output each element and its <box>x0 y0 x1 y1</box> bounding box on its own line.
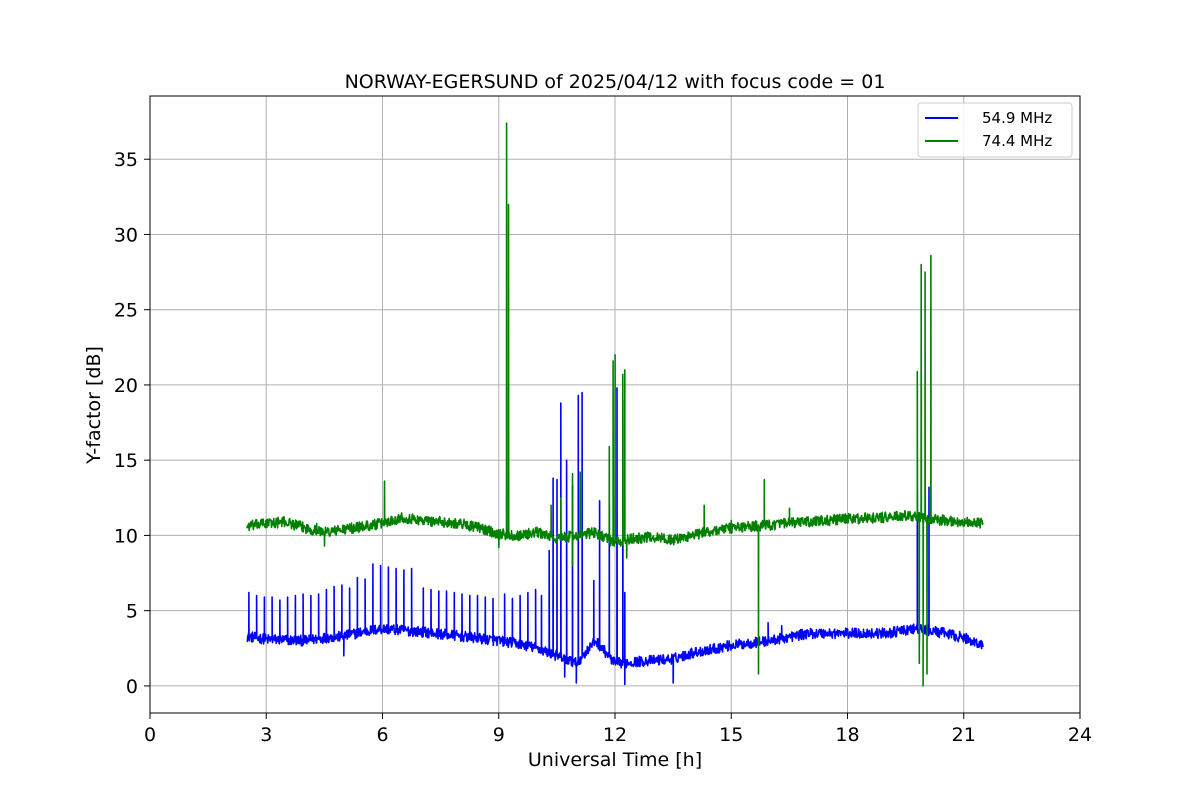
legend: 54.9 MHz 74.4 MHz <box>917 102 1073 158</box>
x-tick-label: 0 <box>144 724 156 746</box>
legend-box <box>917 102 1073 158</box>
y-tick-label: 30 <box>114 224 138 246</box>
x-tick-label: 18 <box>835 724 859 746</box>
x-tick-label: 12 <box>603 724 627 746</box>
x-axis-label: Universal Time [h] <box>528 749 702 771</box>
y-tick-label: 15 <box>114 450 138 472</box>
series-line-74-4-mhz <box>246 122 984 687</box>
x-tick-label: 6 <box>376 724 388 746</box>
x-tick-label: 3 <box>260 724 272 746</box>
x-tick-label: 9 <box>493 724 505 746</box>
legend-label-74-4: 74.4 MHz <box>982 132 1052 150</box>
series-line-54-9-mhz <box>246 387 984 686</box>
y-tick-label: 5 <box>126 601 138 623</box>
y-axis: 0 5 10 15 20 25 30 35 <box>114 149 150 698</box>
y-axis-label: Y-factor [dB] <box>83 346 105 465</box>
y-tick-label: 0 <box>126 676 138 698</box>
y-tick-label: 25 <box>114 300 138 322</box>
x-tick-label: 21 <box>952 724 976 746</box>
x-tick-label: 24 <box>1068 724 1092 746</box>
y-tick-label: 20 <box>114 375 138 397</box>
series-layer <box>246 122 984 687</box>
x-axis: 0 3 6 9 12 15 18 21 24 <box>144 713 1092 746</box>
chart-title: NORWAY-EGERSUND of 2025/04/12 with focus… <box>345 71 886 93</box>
y-tick-label: 35 <box>114 149 138 171</box>
legend-label-54-9: 54.9 MHz <box>982 109 1052 127</box>
x-tick-label: 15 <box>719 724 743 746</box>
y-tick-label: 10 <box>114 525 138 547</box>
